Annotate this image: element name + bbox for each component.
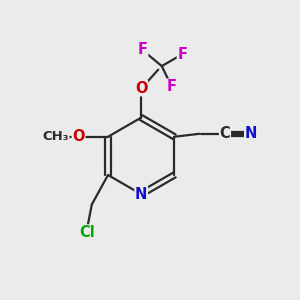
Text: CH₃: CH₃ bbox=[42, 130, 69, 143]
Text: C: C bbox=[220, 126, 230, 141]
Text: F: F bbox=[167, 79, 177, 94]
Text: F: F bbox=[177, 47, 188, 62]
Text: Cl: Cl bbox=[80, 225, 95, 240]
Text: F: F bbox=[138, 42, 148, 57]
Text: O: O bbox=[72, 129, 85, 144]
Text: O: O bbox=[135, 81, 147, 96]
Text: N: N bbox=[245, 126, 257, 141]
Text: N: N bbox=[135, 187, 147, 202]
